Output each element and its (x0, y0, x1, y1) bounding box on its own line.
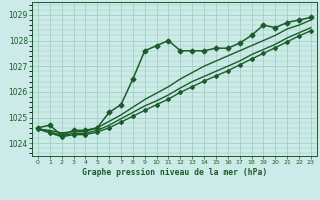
X-axis label: Graphe pression niveau de la mer (hPa): Graphe pression niveau de la mer (hPa) (82, 168, 267, 177)
